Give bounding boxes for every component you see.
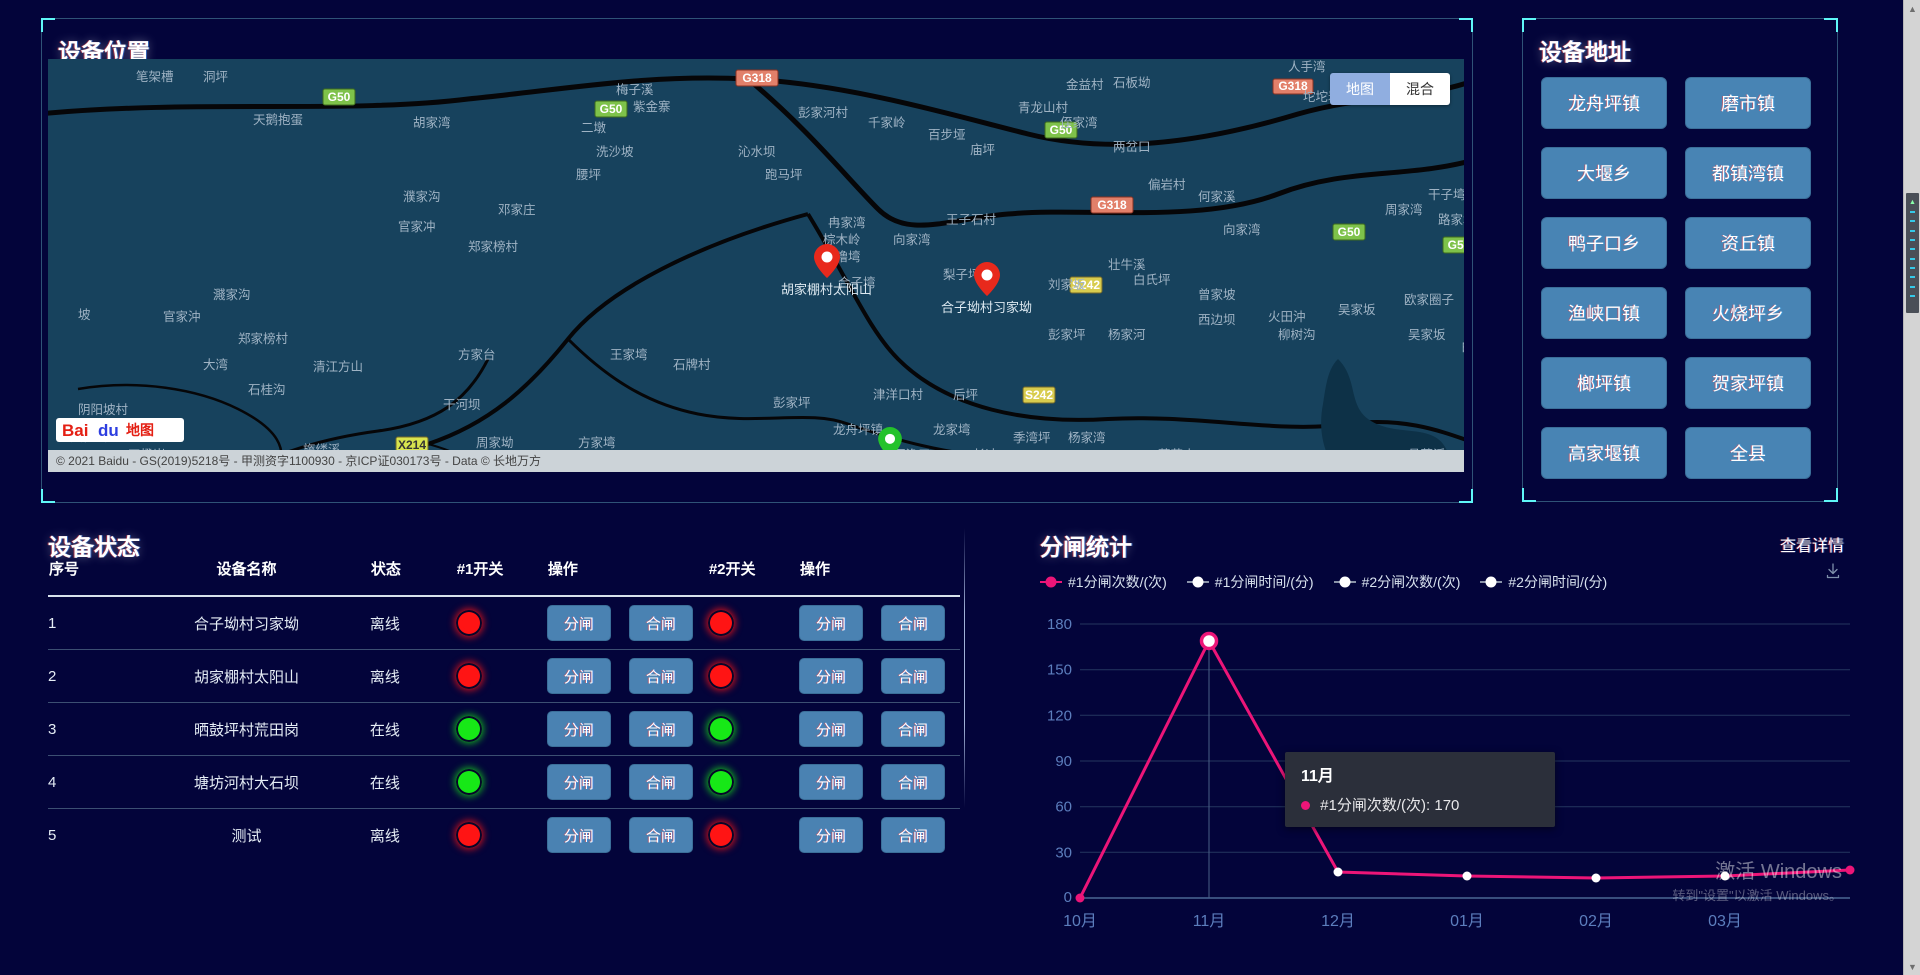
svg-text:向家湾: 向家湾: [893, 232, 931, 247]
svg-text:彭家坪: 彭家坪: [1048, 327, 1086, 342]
svg-text:02月: 02月: [1579, 913, 1613, 930]
svg-text:西边坝: 西边坝: [1198, 313, 1236, 327]
svg-text:郑家榜村: 郑家榜村: [468, 239, 519, 254]
svg-text:周家坳: 周家坳: [476, 435, 514, 450]
svg-text:何家溪: 何家溪: [1198, 189, 1236, 204]
svg-text:彭家坪: 彭家坪: [773, 395, 811, 410]
svg-text:人手湾: 人手湾: [1288, 59, 1326, 74]
svg-text:季湾坪: 季湾坪: [1013, 430, 1051, 445]
svg-text:笔架槽: 笔架槽: [136, 69, 174, 84]
svg-text:地图: 地图: [126, 422, 154, 438]
svg-text:杨家河: 杨家河: [1108, 327, 1146, 342]
svg-text:G50: G50: [1338, 225, 1361, 239]
svg-text:11月: 11月: [1193, 913, 1226, 930]
svg-text:欧家圈子: 欧家圈子: [1404, 292, 1454, 307]
svg-text:彭家河村: 彭家河村: [798, 105, 849, 120]
svg-text:120: 120: [1047, 707, 1072, 724]
svg-text:白岩镇: 白岩镇: [1461, 339, 1464, 354]
svg-text:30: 30: [1055, 844, 1072, 861]
svg-text:龙家塆: 龙家塆: [933, 422, 971, 437]
svg-text:胡家湾: 胡家湾: [413, 115, 451, 130]
svg-text:濮家沟: 濮家沟: [403, 189, 441, 204]
svg-text:冉家湾: 冉家湾: [828, 215, 866, 230]
svg-text:干河坝: 干河坝: [443, 398, 481, 412]
svg-text:坡: 坡: [78, 308, 91, 322]
svg-text:梅子溪: 梅子溪: [616, 82, 654, 97]
svg-text:洗沙坡: 洗沙坡: [596, 145, 634, 159]
svg-text:偏岩村: 偏岩村: [1148, 177, 1186, 192]
svg-text:金益村: 金益村: [1066, 77, 1104, 92]
svg-text:吴家坂: 吴家坂: [1408, 327, 1446, 342]
svg-text:12月: 12月: [1321, 913, 1355, 930]
svg-text:S242: S242: [1025, 388, 1053, 402]
svg-text:濺家沟: 濺家沟: [213, 287, 251, 302]
svg-text:千家岭: 千家岭: [868, 115, 906, 130]
svg-text:150: 150: [1047, 662, 1072, 679]
svg-text:侄家湾: 侄家湾: [1060, 115, 1098, 130]
svg-text:干子塆: 干子塆: [1428, 187, 1464, 202]
svg-text:10月: 10月: [1063, 913, 1097, 930]
svg-text:洞坪: 洞坪: [203, 70, 228, 84]
svg-text:阴阳坡村: 阴阳坡村: [78, 403, 129, 417]
svg-text:60: 60: [1055, 799, 1072, 816]
svg-text:紫金寨: 紫金寨: [633, 99, 671, 114]
svg-text:邓家庄: 邓家庄: [498, 202, 536, 217]
svg-text:跑马坪: 跑马坪: [765, 168, 803, 182]
svg-text:火田沖: 火田沖: [1268, 310, 1306, 324]
svg-text:杨家湾: 杨家湾: [1068, 430, 1106, 445]
svg-text:G50: G50: [1448, 238, 1464, 252]
svg-text:G318: G318: [1097, 198, 1127, 212]
svg-text:白氏坪: 白氏坪: [1133, 272, 1171, 287]
svg-text:天鹅抱蛋: 天鹅抱蛋: [253, 112, 303, 127]
svg-text:路家坪: 路家坪: [1438, 212, 1464, 227]
svg-text:大湾: 大湾: [203, 357, 228, 372]
svg-text:后坪: 后坪: [953, 388, 978, 402]
svg-text:方家塆: 方家塆: [578, 435, 616, 450]
svg-text:郑家榜村: 郑家榜村: [238, 331, 289, 346]
svg-text:90: 90: [1055, 753, 1072, 770]
svg-text:王子石村: 王子石村: [946, 213, 997, 227]
svg-text:du: du: [98, 421, 119, 440]
svg-text:壮牛溪: 壮牛溪: [1108, 257, 1146, 272]
svg-text:01月: 01月: [1450, 913, 1484, 930]
svg-text:官家冲: 官家冲: [398, 219, 436, 234]
svg-text:G50: G50: [600, 102, 623, 116]
svg-text:庙坪: 庙坪: [970, 143, 995, 157]
svg-text:180: 180: [1047, 616, 1072, 633]
svg-text:两岔口: 两岔口: [1113, 140, 1151, 154]
svg-text:石板坳: 石板坳: [1113, 76, 1151, 90]
svg-text:G50: G50: [328, 90, 351, 104]
svg-text:百步垭: 百步垭: [928, 128, 966, 142]
svg-text:柳树沟: 柳树沟: [1278, 327, 1316, 342]
svg-text:官家沖: 官家沖: [163, 309, 201, 324]
svg-text:向家湾: 向家湾: [1223, 222, 1261, 237]
svg-text:03月: 03月: [1708, 913, 1742, 930]
svg-text:清江方山: 清江方山: [313, 359, 363, 374]
svg-text:津洋口村: 津洋口村: [873, 387, 924, 402]
svg-text:G318: G318: [742, 71, 772, 85]
svg-text:沁水坝: 沁水坝: [738, 145, 776, 159]
svg-text:刘家坂: 刘家坂: [1048, 277, 1086, 292]
svg-text:方家台: 方家台: [458, 347, 496, 362]
svg-text:0: 0: [1064, 889, 1072, 906]
svg-text:腰坪: 腰坪: [576, 168, 601, 182]
svg-text:王家塆: 王家塆: [610, 347, 648, 362]
svg-text:周家湾: 周家湾: [1385, 202, 1423, 217]
svg-text:吴家坂: 吴家坂: [1338, 302, 1376, 317]
svg-text:曾家坡: 曾家坡: [1198, 287, 1236, 302]
svg-text:Bai: Bai: [62, 421, 88, 440]
svg-text:石桂沟: 石桂沟: [248, 382, 286, 397]
svg-text:石牌村: 石牌村: [673, 357, 711, 372]
svg-text:青龙山村: 青龙山村: [1018, 101, 1069, 115]
svg-text:二墩: 二墩: [581, 121, 607, 135]
